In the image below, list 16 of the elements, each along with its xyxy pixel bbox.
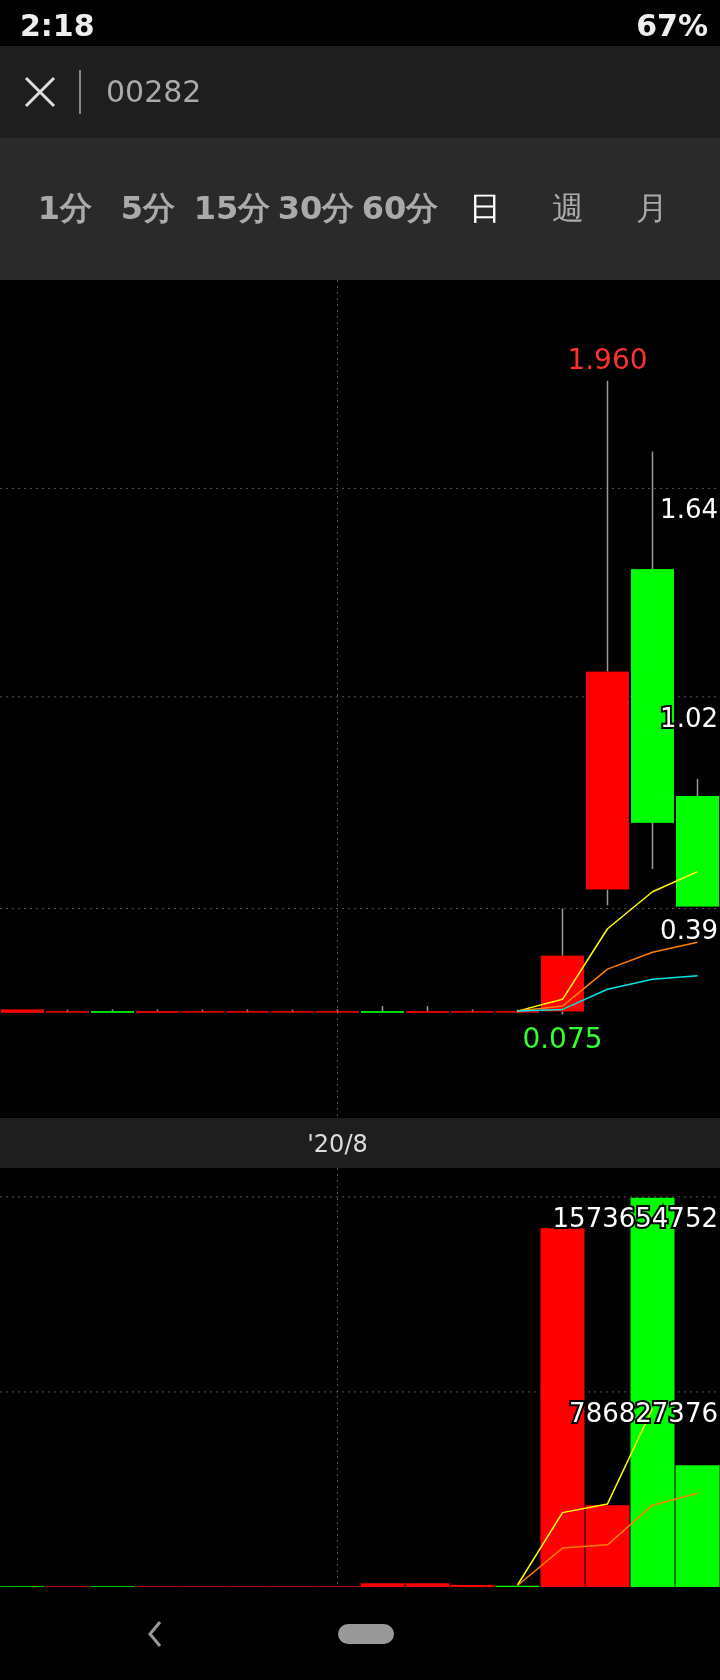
text: 15分 [193, 189, 271, 227]
y-tick-label: 1.64 [660, 494, 718, 525]
text: 月 [636, 189, 668, 227]
text: 2:18 [20, 8, 95, 43]
y-tick-label: 0.39 [660, 914, 718, 945]
text: 67% [636, 8, 708, 43]
text: 60分 [361, 189, 439, 227]
x-tick-label: '20/8 [307, 1130, 368, 1158]
annotation: 0.075 [522, 1022, 603, 1056]
text: 週 [552, 189, 584, 227]
annotation: 1.960 [567, 342, 648, 376]
text: 30分 [277, 189, 355, 227]
text: 5分 [120, 189, 176, 227]
text: 1分 [37, 189, 93, 227]
text: 日 [469, 189, 501, 227]
chart-title: 00282 [106, 74, 202, 109]
